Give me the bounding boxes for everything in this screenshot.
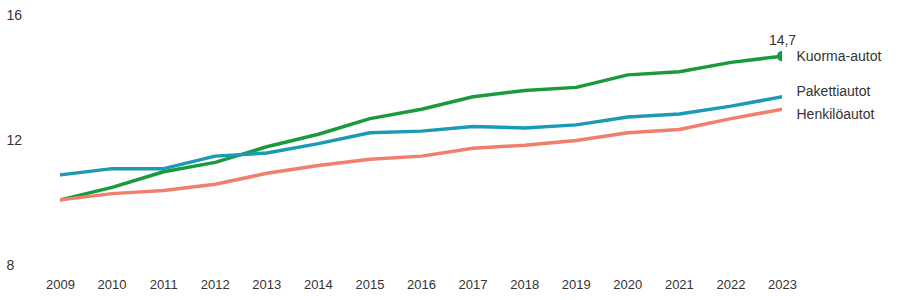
svg-text:Henkilöautot: Henkilöautot [797, 106, 875, 122]
svg-text:Kuorma-autot: Kuorma-autot [797, 48, 882, 64]
svg-text:14,7: 14,7 [769, 32, 796, 48]
svg-text:2012: 2012 [201, 277, 230, 292]
svg-text:2023: 2023 [768, 277, 797, 292]
svg-text:2017: 2017 [459, 277, 488, 292]
svg-text:2021: 2021 [665, 277, 694, 292]
svg-text:2011: 2011 [150, 277, 178, 292]
svg-text:2010: 2010 [98, 277, 127, 292]
svg-text:2014: 2014 [304, 277, 333, 292]
svg-text:2015: 2015 [355, 277, 384, 292]
svg-text:2016: 2016 [407, 277, 436, 292]
svg-text:2020: 2020 [613, 277, 642, 292]
svg-text:2018: 2018 [510, 277, 539, 292]
svg-text:Pakettiautot: Pakettiautot [797, 83, 871, 99]
svg-text:16: 16 [7, 7, 23, 23]
svg-text:2019: 2019 [562, 277, 591, 292]
svg-text:2013: 2013 [252, 277, 281, 292]
svg-text:12: 12 [7, 132, 23, 148]
svg-text:2009: 2009 [46, 277, 75, 292]
svg-text:8: 8 [7, 257, 15, 273]
svg-text:2022: 2022 [716, 277, 745, 292]
